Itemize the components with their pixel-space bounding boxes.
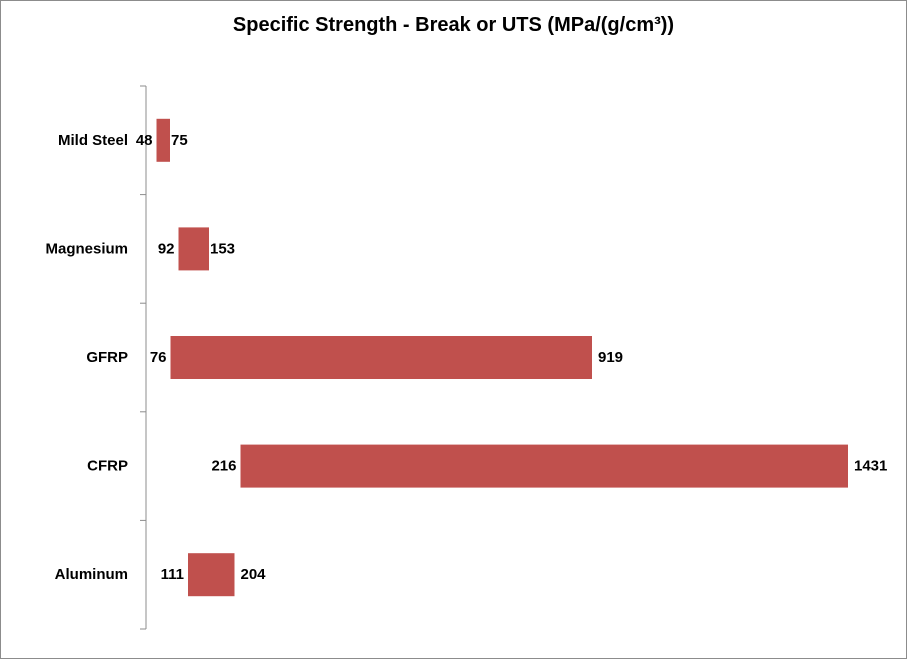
high-value-label: 75 bbox=[171, 132, 188, 149]
low-value-label: 92 bbox=[158, 240, 175, 257]
range-bar bbox=[188, 553, 235, 597]
low-value-label: 48 bbox=[136, 132, 153, 149]
category-label: GFRP bbox=[86, 349, 128, 366]
low-value-label: 111 bbox=[161, 566, 184, 583]
low-value-label: 76 bbox=[150, 349, 167, 366]
category-label: CFRP bbox=[87, 458, 128, 475]
range-bar bbox=[156, 118, 170, 162]
chart-title: Specific Strength - Break or UTS (MPa/(g… bbox=[232, 14, 675, 36]
category-label: Aluminum bbox=[55, 566, 128, 583]
range-bar bbox=[170, 336, 592, 379]
category-label: Magnesium bbox=[45, 240, 128, 257]
high-value-label: 204 bbox=[241, 566, 267, 583]
low-value-label: 216 bbox=[211, 458, 236, 475]
high-value-label: 1431 bbox=[854, 458, 887, 475]
high-value-label: 919 bbox=[598, 349, 623, 366]
range-bar bbox=[178, 227, 209, 271]
range-bar bbox=[240, 444, 848, 488]
high-value-label: 153 bbox=[210, 240, 235, 257]
category-label: Mild Steel bbox=[58, 132, 128, 149]
